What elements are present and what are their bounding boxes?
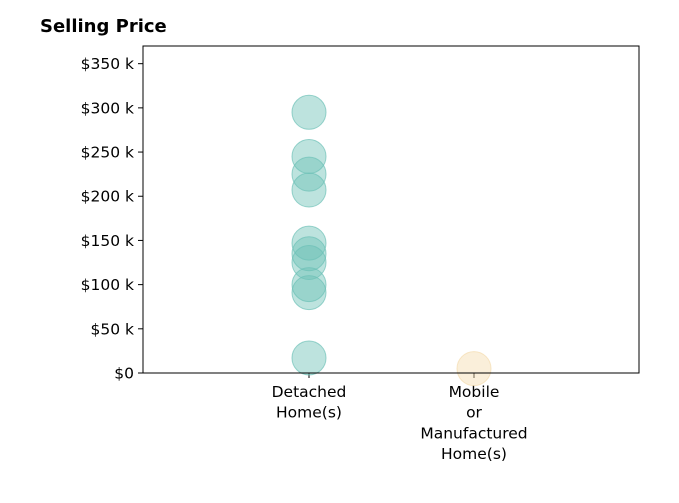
data-point bbox=[291, 267, 327, 303]
y-tick-label: $300 k bbox=[81, 99, 134, 117]
y-tick-label: $0 bbox=[114, 365, 134, 383]
data-point bbox=[291, 94, 327, 130]
y-tick-label: $250 k bbox=[81, 144, 134, 162]
x-tick-label: Manufactured bbox=[420, 424, 527, 442]
data-point bbox=[291, 156, 327, 192]
data-point bbox=[291, 340, 327, 376]
y-tick-label: $50 k bbox=[91, 320, 135, 338]
data-point bbox=[291, 236, 327, 272]
plot-frame bbox=[142, 45, 640, 374]
x-axis: Detached Home(s) Mobile or Manufactured Home(… bbox=[272, 373, 528, 463]
y-tick-label: $200 k bbox=[81, 188, 134, 206]
x-tick-label: Home(s) bbox=[276, 404, 342, 422]
data-point bbox=[456, 351, 492, 387]
chart-title: Selling Price bbox=[40, 16, 167, 37]
data-point bbox=[291, 172, 327, 208]
x-tick-label: or bbox=[466, 404, 482, 422]
data-point bbox=[291, 275, 327, 311]
data-point bbox=[291, 225, 327, 261]
x-tick-label: Detached bbox=[272, 383, 347, 401]
y-tick-label: $350 k bbox=[81, 55, 134, 73]
y-axis: $0 $50 k $100 k $150 k $200 k $250 k $300 k $35… bbox=[81, 55, 143, 383]
data-point bbox=[291, 245, 327, 281]
data-points bbox=[291, 94, 492, 387]
y-tick-label: $150 k bbox=[81, 232, 134, 250]
y-tick-label: $100 k bbox=[81, 276, 134, 294]
x-tick-label: Mobile bbox=[449, 383, 500, 401]
x-tick-label: Home(s) bbox=[441, 445, 507, 463]
